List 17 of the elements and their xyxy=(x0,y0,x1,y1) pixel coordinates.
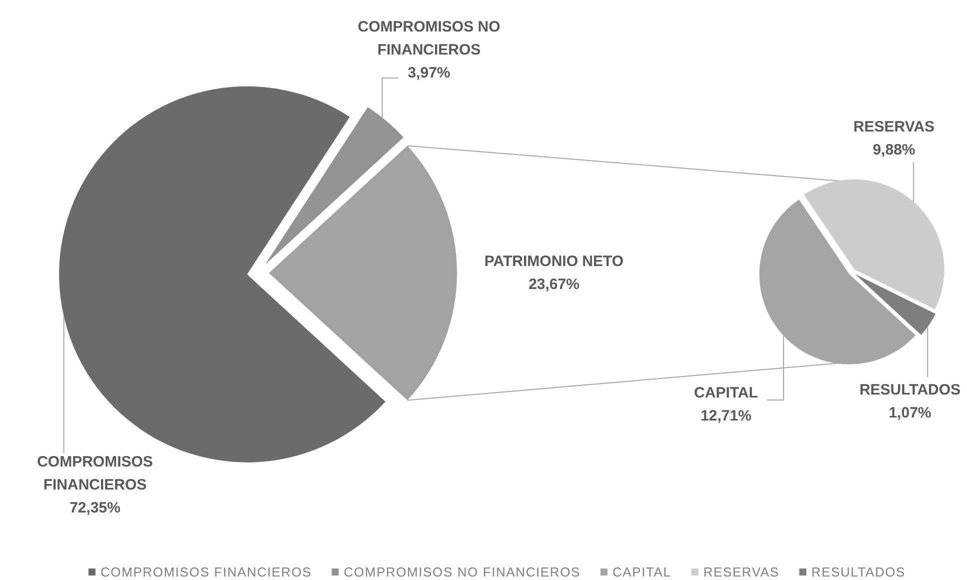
data-label: 9,88% xyxy=(872,142,916,158)
slice-label: CAPITAL xyxy=(694,384,758,402)
legend-label: COMPROMISOS FINANCIEROS xyxy=(100,564,312,580)
slice-label: RESERVAS xyxy=(853,118,935,136)
legend-label: RESULTADOS xyxy=(811,564,906,580)
legend-label: COMPROMISOS NO FINANCIEROS xyxy=(344,564,580,580)
slice-label: PATRIMONIO NETO xyxy=(484,253,624,270)
data-label: 3,97% xyxy=(408,64,450,82)
data-label: 1,07% xyxy=(888,404,932,422)
slice-label: COMPROMISOS FINANCIEROS xyxy=(37,454,153,494)
slice-label: COMPROMISOS NO FINANCIEROS xyxy=(358,18,501,58)
legend-label: CAPITAL xyxy=(612,564,672,580)
data-label: 23,67% xyxy=(528,276,580,293)
data-label: 12,71% xyxy=(700,408,752,424)
slice-label: RESULTADOS xyxy=(859,382,961,398)
legend-label: RESERVAS xyxy=(703,564,780,580)
data-label: 72,35% xyxy=(70,500,120,516)
